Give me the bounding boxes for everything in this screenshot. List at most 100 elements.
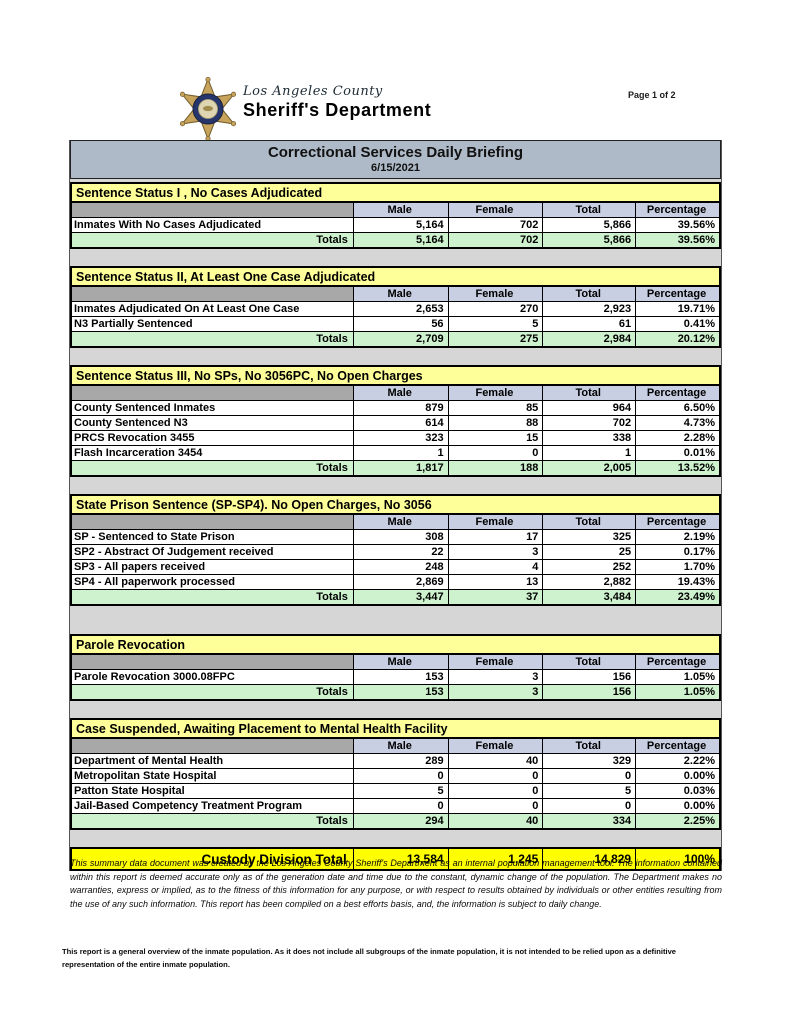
cell-value: 5,866 [542,217,637,233]
row-label: SP4 - All paperwork processed [70,574,354,590]
section-title: Sentence Status I , No Cases Adjudicated [70,182,721,201]
column-header: Percentage [635,653,721,670]
column-header-spacer [70,384,354,401]
totals-row: Totals 1,817 188 2,005 13.52% [70,460,721,477]
daily-briefing-report: Correctional Services Daily Briefing 6/1… [69,140,722,871]
column-header-spacer [70,653,354,670]
county-name: Los Angeles County [243,84,383,99]
row-label: SP3 - All papers received [70,559,354,575]
cell-value: 879 [352,400,449,416]
document-header: Los Angeles County Sheriff's Department … [0,0,791,142]
cell-value: 323 [352,430,449,446]
totals-value: 275 [447,331,544,348]
section-table: Male Female Total Percentage Parole Revocati… [70,653,721,701]
column-header: Male [352,201,449,218]
cell-value: 329 [542,753,637,769]
column-header: Total [542,737,637,754]
totals-value: 2,709 [352,331,449,348]
totals-value: 37 [447,589,544,606]
row-label: Department of Mental Health [70,753,354,769]
cell-value: 156 [542,669,637,685]
totals-row: Totals 5,164 702 5,866 39.56% [70,232,721,249]
row-label: Parole Revocation 3000.08FPC [70,669,354,685]
totals-value: 3 [447,684,544,701]
report-section: State Prison Sentence (SP-SP4). No Open … [70,494,721,606]
cell-value: 3 [447,669,544,685]
cell-value: 1.05% [635,669,721,685]
page-number: Page 1 of 2 [628,90,676,100]
grand-total-value: 100% [635,847,721,871]
data-row: SP2 - Abstract Of Judgement received 22 3 2… [70,544,721,560]
cell-value: 0.41% [635,316,721,332]
cell-value: 0.03% [635,783,721,799]
grand-total-value: 1,245 [447,847,544,871]
data-row: Metropolitan State Hospital 0 0 0 0.00% [70,768,721,784]
column-header: Percentage [635,285,721,302]
cell-value: 19.43% [635,574,721,590]
column-header-spacer [70,285,354,302]
report-section: Sentence Status II, At Least One Case Ad… [70,266,721,348]
column-header: Percentage [635,737,721,754]
row-label: Inmates Adjudicated On At Least One Case [70,301,354,317]
cell-value: 1 [542,445,637,461]
column-header: Male [352,513,449,530]
cell-value: 39.56% [635,217,721,233]
row-label: Metropolitan State Hospital [70,768,354,784]
cell-value: 5 [447,316,544,332]
cell-value: 25 [542,544,637,560]
row-label: County Sentenced N3 [70,415,354,431]
totals-value: 39.56% [635,232,721,249]
cell-value: 153 [352,669,449,685]
data-row: N3 Partially Sentenced 56 5 61 0.41% [70,316,721,332]
cell-value: 17 [447,529,544,545]
data-row: SP3 - All papers received 248 4 252 1.70% [70,559,721,575]
column-header-spacer [70,201,354,218]
column-header: Female [447,285,544,302]
column-header-spacer [70,737,354,754]
column-header-spacer [70,513,354,530]
cell-value: 0 [447,445,544,461]
column-header-row: Male Female Total Percentage [70,285,721,302]
data-row: SP4 - All paperwork processed 2,869 13 2,88… [70,574,721,590]
cell-value: 5 [352,783,449,799]
column-header: Female [447,513,544,530]
totals-label: Totals [70,331,354,348]
data-row: Inmates Adjudicated On At Least One Case… [70,301,721,317]
cell-value: 2,882 [542,574,637,590]
totals-value: 5,164 [352,232,449,249]
report-section: Sentence Status III, No SPs, No 3056PC, … [70,365,721,477]
column-header: Total [542,285,637,302]
totals-value: 294 [352,813,449,830]
totals-value: 334 [542,813,637,830]
report-date: 6/15/2021 [371,162,420,174]
column-header: Percentage [635,201,721,218]
column-header: Percentage [635,384,721,401]
column-header: Female [447,653,544,670]
cell-value: 88 [447,415,544,431]
totals-label: Totals [70,232,354,249]
row-label: PRCS Revocation 3455 [70,430,354,446]
department-name: Sheriff's Department [243,100,432,120]
cell-value: 5,164 [352,217,449,233]
totals-value: 153 [352,684,449,701]
section-title: Sentence Status III, No SPs, No 3056PC, … [70,365,721,384]
totals-label: Totals [70,460,354,477]
data-row: Patton State Hospital 5 0 5 0.03% [70,783,721,799]
row-label: SP2 - Abstract Of Judgement received [70,544,354,560]
row-label: N3 Partially Sentenced [70,316,354,332]
column-header: Female [447,201,544,218]
column-header: Total [542,653,637,670]
sheriff-star-badge-icon [176,76,240,142]
section-title: Parole Revocation [70,634,721,653]
totals-value: 3,484 [542,589,637,606]
totals-value: 2,984 [542,331,637,348]
column-header-row: Male Female Total Percentage [70,384,721,401]
report-title-bar: Correctional Services Daily Briefing 6/1… [70,140,721,179]
column-header: Male [352,653,449,670]
cell-value: 2.22% [635,753,721,769]
cell-value: 0 [447,798,544,814]
totals-value: 2.25% [635,813,721,830]
section-title: State Prison Sentence (SP-SP4). No Open … [70,494,721,513]
totals-row: Totals 2,709 275 2,984 20.12% [70,331,721,348]
cell-value: 252 [542,559,637,575]
